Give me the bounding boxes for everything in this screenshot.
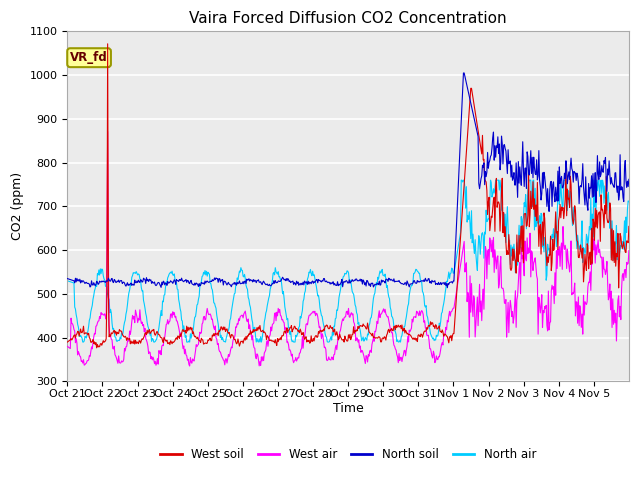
Legend: West soil, West air, North soil, North air: West soil, West air, North soil, North a…	[156, 444, 541, 466]
Title: Vaira Forced Diffusion CO2 Concentration: Vaira Forced Diffusion CO2 Concentration	[189, 11, 507, 26]
Y-axis label: CO2 (ppm): CO2 (ppm)	[11, 172, 24, 240]
X-axis label: Time: Time	[333, 402, 364, 415]
Text: VR_fd: VR_fd	[70, 51, 108, 64]
